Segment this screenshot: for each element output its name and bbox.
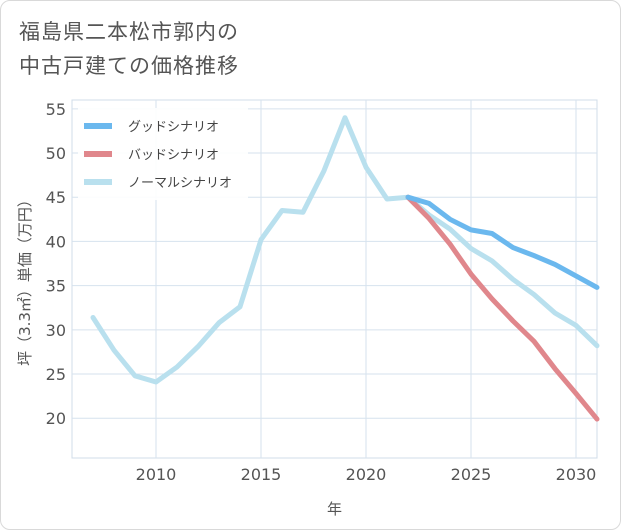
data-point <box>154 380 158 384</box>
data-point <box>448 217 452 221</box>
x-tick-label: 2025 <box>451 465 492 484</box>
data-point <box>469 228 473 232</box>
data-point <box>532 292 536 296</box>
data-point <box>553 311 557 315</box>
legend-label: ノーマルシナリオ <box>128 176 232 191</box>
data-point <box>385 197 389 201</box>
data-point <box>343 116 347 120</box>
data-point <box>595 285 599 289</box>
data-point <box>595 344 599 348</box>
series-line-0 <box>405 194 600 290</box>
data-point <box>427 216 431 220</box>
data-point <box>238 305 242 309</box>
data-point <box>427 201 431 205</box>
data-point <box>469 272 473 276</box>
data-point <box>532 254 536 258</box>
plot-area <box>71 99 598 459</box>
grid <box>71 99 598 459</box>
data-point <box>595 417 599 421</box>
data-point <box>553 367 557 371</box>
y-tick-label: 30 <box>46 321 66 340</box>
data-point <box>511 277 515 281</box>
data-point <box>532 339 536 343</box>
y-tick-label: 25 <box>46 365 66 384</box>
data-point <box>112 348 116 352</box>
data-point <box>511 246 515 250</box>
x-tick-label: 2010 <box>136 465 177 484</box>
data-point <box>490 259 494 263</box>
y-axis-label: 坪（3.3㎡）単価（万円） <box>16 192 34 366</box>
data-point <box>280 208 284 212</box>
data-point <box>448 242 452 246</box>
data-point <box>133 374 137 378</box>
y-tick-label: 20 <box>46 409 66 428</box>
data-point <box>511 319 515 323</box>
legend-label: グッドシナリオ <box>128 120 219 135</box>
data-point <box>259 238 263 242</box>
legend-label: バッドシナリオ <box>128 148 219 163</box>
x-tick-label: 2030 <box>556 465 597 484</box>
data-point <box>301 210 305 214</box>
data-point <box>448 227 452 231</box>
series-line-1 <box>405 194 600 422</box>
y-tick-label: 35 <box>46 277 66 296</box>
x-tick-label: 2020 <box>346 465 387 484</box>
data-point <box>469 247 473 251</box>
y-tick-label: 50 <box>46 144 66 163</box>
series-lines <box>90 115 600 422</box>
y-tick-label: 55 <box>46 100 66 119</box>
x-axis-label: 年 <box>327 500 342 518</box>
data-point <box>217 321 221 325</box>
data-point <box>574 323 578 327</box>
data-point <box>490 231 494 235</box>
data-point <box>490 297 494 301</box>
data-point <box>91 315 95 319</box>
x-tick-label: 2015 <box>241 465 282 484</box>
data-point <box>175 365 179 369</box>
data-point <box>364 165 368 169</box>
chart-title: 福島県二本松市郭内の 中古戸建ての価格推移 <box>19 20 239 78</box>
data-point <box>406 195 410 199</box>
y-tick-label: 40 <box>46 232 66 251</box>
data-point <box>574 274 578 278</box>
y-tick-label: 45 <box>46 188 66 207</box>
data-point <box>322 169 326 173</box>
data-point <box>196 345 200 349</box>
data-point <box>553 262 557 266</box>
data-point <box>574 391 578 395</box>
